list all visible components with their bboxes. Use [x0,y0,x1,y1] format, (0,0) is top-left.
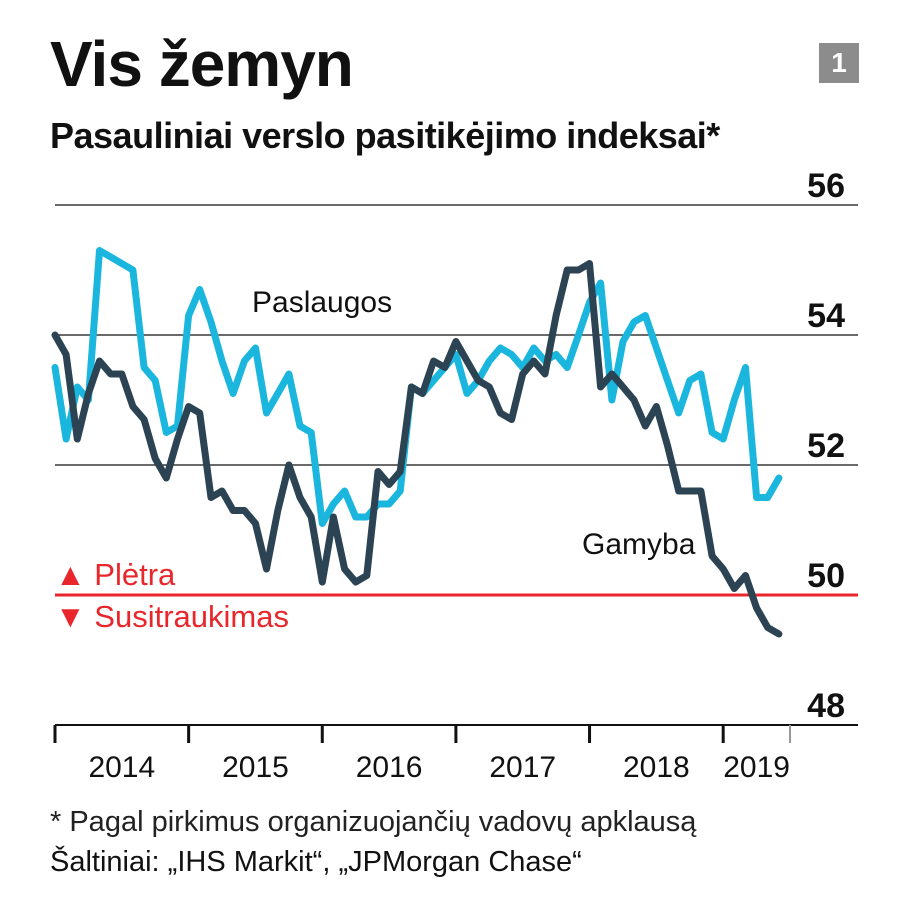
x-axis: 2014 2015 2016 2017 2018 2019 [53,724,858,784]
chart-title: Vis žemyn [50,28,354,100]
x-tick-label-2014: 2014 [88,751,155,784]
series-line-gamyba [51,260,783,638]
y-tick-label-52: 52 [807,427,845,465]
series-labels: Paslaugos Gamyba [252,286,696,561]
chart-subtitle: Pasauliniai verslo pasitikėjimo indeksai… [50,115,720,156]
x-tick-label-2017: 2017 [489,751,556,784]
y-tick-label-54: 54 [807,297,845,335]
x-tick-label-2015: 2015 [222,751,289,784]
x-tick-label-2018: 2018 [623,751,690,784]
contraction-label: ▼ Susitraukimas [55,599,289,634]
series-label-gamyba: Gamyba [582,528,696,561]
series-label-paslaugos: Paslaugos [252,286,392,319]
line-chart: 48 50 52 54 56 ▲ Plėtra ▼ Susitraukimas Pasla… [51,167,858,784]
x-tick-label-2019: 2019 [723,751,790,784]
y-tick-label-56: 56 [807,167,845,205]
y-tick-label-50: 50 [807,557,845,595]
sources-note: Šaltiniai: „IHS Markit“, „JPMorgan Chase… [50,846,582,878]
series-lines [51,247,783,638]
footnote: * Pagal pirkimus organizuojančių vadovų … [50,806,697,838]
figure-number-badge: 1 [819,43,859,83]
reference-line-group: ▲ Plėtra ▼ Susitraukimas [55,557,858,634]
x-tick-label-2016: 2016 [356,751,423,784]
y-tick-labels: 48 50 52 54 56 [807,167,845,725]
y-tick-label-48: 48 [807,687,845,725]
expansion-label: ▲ Plėtra [55,557,176,592]
